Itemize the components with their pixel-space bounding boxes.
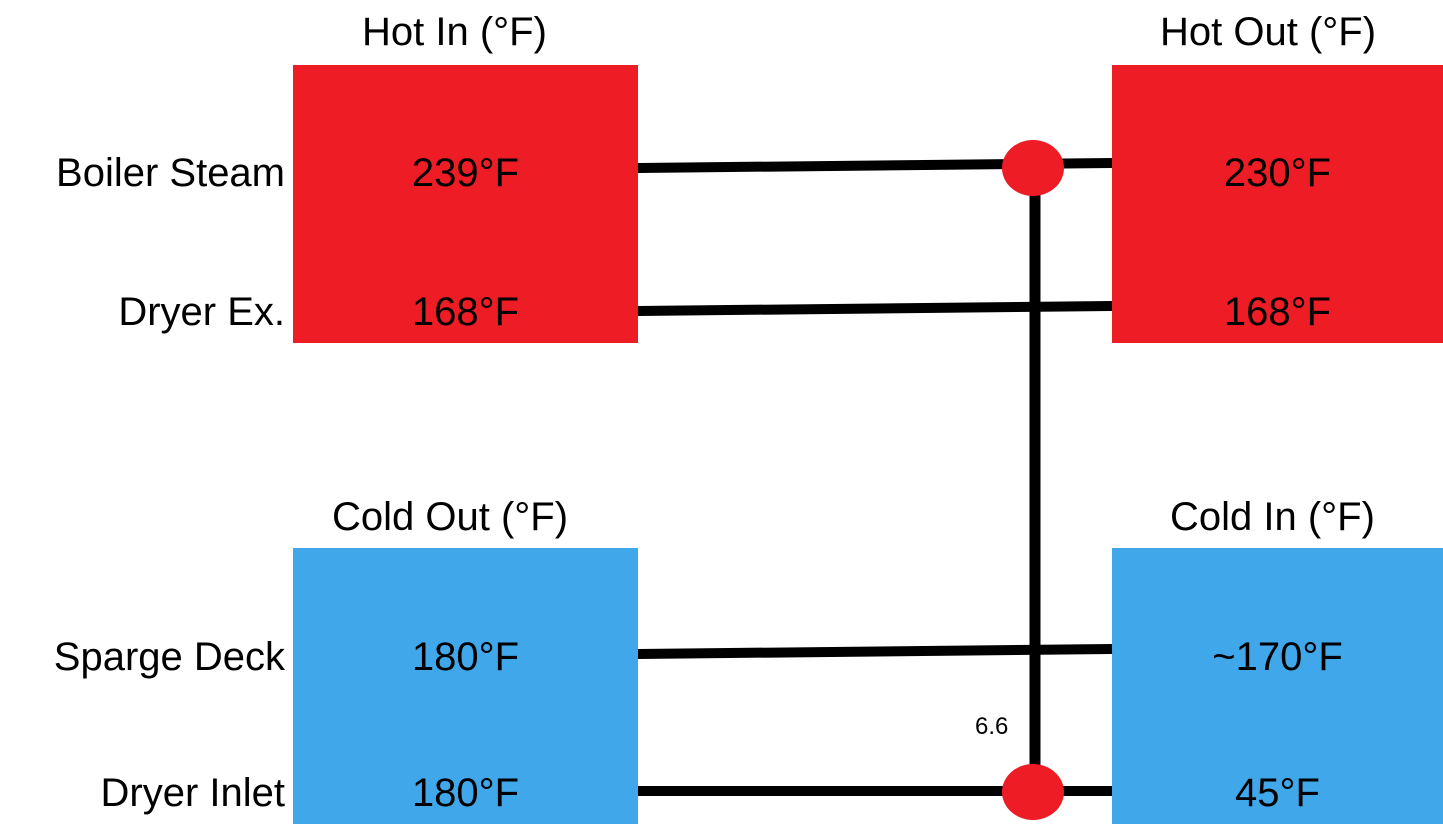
hot-out-box — [1112, 65, 1443, 343]
cold-in-header: Cold In (°F) — [1170, 495, 1375, 539]
cold-out-header: Cold Out (°F) — [332, 495, 569, 539]
boiler-steam-label: Boiler Steam — [56, 151, 285, 195]
dryer-ex-hot-out-value: 168°F — [1223, 290, 1332, 334]
sparge-deck-cold-in-value: ~170°F — [1212, 635, 1343, 679]
dryer-ex-label: Dryer Ex. — [118, 290, 285, 334]
hot-in-header: Hot In (°F) — [362, 10, 547, 54]
dryer-inlet-cold-out-value: 180°F — [411, 771, 520, 815]
exchanger-duty-label: 6.6 — [975, 713, 1009, 740]
dryer-ex-stream-line — [637, 301, 1113, 316]
sparge-deck-stream-line — [637, 644, 1113, 659]
cold-in-box — [1112, 548, 1443, 824]
exchanger-node-hot — [1002, 140, 1064, 196]
dryer-ex-hot-in-value: 168°F — [411, 290, 520, 334]
hot-in-box — [293, 65, 638, 343]
exchanger-node-cold — [1002, 764, 1064, 820]
dryer-inlet-cold-in-value: 45°F — [1235, 771, 1320, 815]
sparge-deck-cold-out-value: 180°F — [411, 635, 520, 679]
cold-out-box — [293, 548, 638, 824]
sparge-deck-label: Sparge Deck — [53, 635, 285, 679]
boiler-steam-hot-out-value: 230°F — [1223, 151, 1332, 195]
dryer-inlet-label: Dryer Inlet — [100, 771, 286, 815]
boiler-steam-hot-in-value: 239°F — [411, 151, 520, 195]
hot-out-header: Hot Out (°F) — [1160, 10, 1377, 54]
